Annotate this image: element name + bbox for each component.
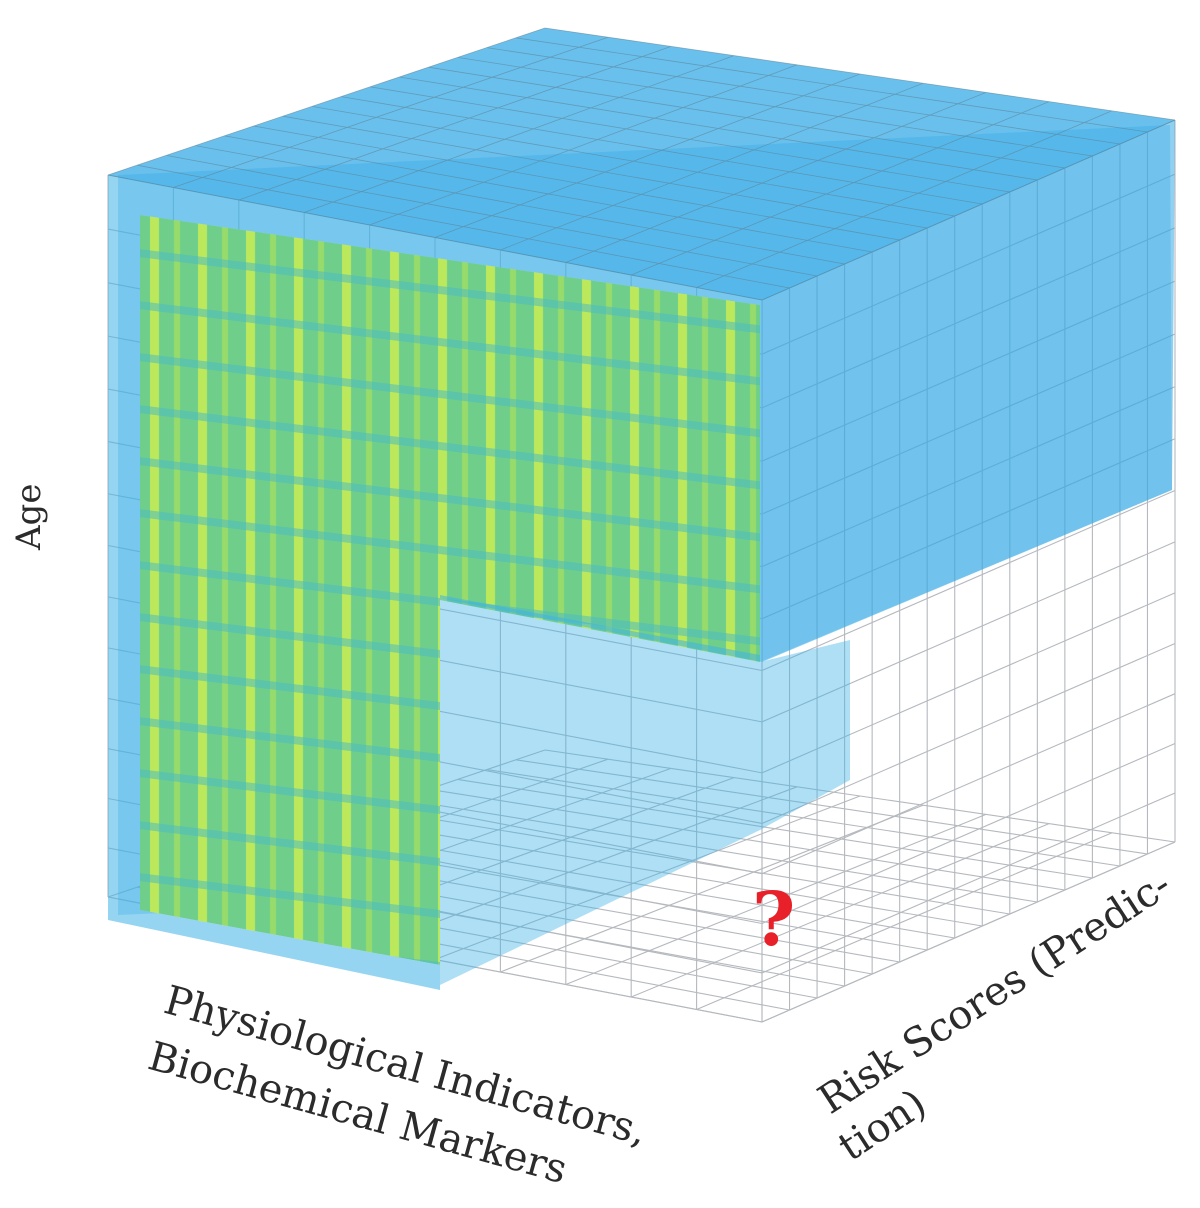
floor-gridline	[369, 786, 798, 948]
top-gridline	[107, 174, 763, 301]
top-gridline	[761, 119, 1176, 301]
floor-gridline	[434, 795, 861, 961]
block-lower-slab	[440, 600, 850, 985]
right-horizontal-gridline	[761, 743, 1176, 925]
top-gridline	[565, 92, 987, 263]
top-gridline	[500, 82, 924, 251]
top-gridline	[369, 64, 798, 226]
floor-gridline	[544, 749, 1176, 843]
right-horizontal-gridline	[761, 642, 1176, 824]
axis-label-age: Age	[9, 484, 49, 551]
top-gridline	[544, 27, 1176, 121]
floor-gridline	[565, 813, 987, 986]
floor-gridline	[515, 759, 1148, 855]
top-gridline	[370, 86, 1010, 193]
top-gridline	[173, 36, 609, 188]
top-gridline	[107, 27, 546, 176]
top-gridline	[399, 76, 1038, 181]
right-horizontal-gridline	[761, 592, 1176, 774]
top-gridline	[137, 164, 790, 289]
observed-data-block	[108, 28, 1175, 990]
right-horizontal-gridline	[761, 541, 1176, 723]
floor-gridline	[630, 823, 1050, 998]
top-gridline	[253, 125, 900, 241]
top-gridline	[631, 101, 1050, 276]
missing-value-marker: ?	[752, 877, 795, 963]
floor-gridline	[340, 818, 983, 927]
top-gridline	[311, 106, 955, 217]
top-gridline	[224, 135, 873, 253]
top-gridline	[166, 155, 818, 277]
top-gridline	[515, 37, 1148, 133]
block-right-cap	[762, 120, 1175, 662]
block-front-core	[140, 215, 760, 965]
right-horizontal-gridline	[761, 792, 1176, 974]
top-gridline	[486, 47, 1120, 145]
top-gridline	[428, 66, 1065, 169]
right-horizontal-gridline	[761, 693, 1176, 875]
floor-gridline	[428, 788, 1065, 891]
block-cell-gridlines	[107, 27, 1176, 301]
top-gridline	[238, 46, 672, 201]
floor-gridline	[500, 804, 924, 973]
top-gridline	[696, 110, 1113, 288]
floor-gridline	[370, 808, 1010, 915]
top-gridline	[341, 96, 983, 205]
floor-gridline	[399, 798, 1038, 903]
floor-gridline	[457, 778, 1093, 879]
floor-gridline	[696, 832, 1113, 1011]
top-gridline	[434, 73, 861, 238]
right-horizontal-gridline	[761, 489, 1176, 672]
top-gridline	[282, 115, 928, 229]
top-gridline	[457, 57, 1093, 157]
top-gridline	[195, 145, 845, 265]
floor-gridline	[761, 841, 1176, 1023]
top-gridline	[304, 55, 735, 213]
axis-label-right-line1: Risk Scores (Predic-	[810, 862, 1179, 1124]
floor-gridline	[486, 769, 1121, 867]
